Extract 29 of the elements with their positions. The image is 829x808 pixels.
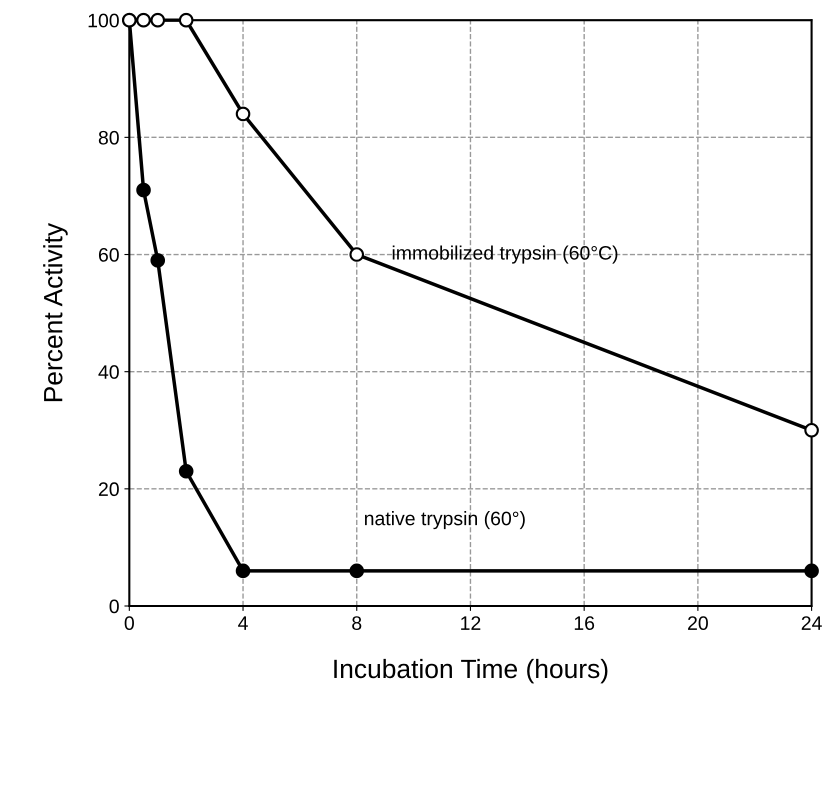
point (236, 106, 250, 122)
x-tick-label: 12 (461, 616, 480, 630)
y-tick-label: 0 (110, 599, 119, 614)
y-tick-label: 40 (98, 365, 119, 379)
y-axis-title: Percent Activity (43, 222, 68, 402)
point (136, 12, 151, 28)
point (804, 422, 819, 438)
point (349, 564, 364, 578)
point (236, 564, 250, 578)
series-label: native trypsin (60°) (364, 511, 525, 530)
point (136, 182, 151, 198)
series-label: immobilized trypsin (60°C) (392, 245, 618, 264)
point (804, 564, 819, 578)
y-tick-label: 60 (98, 248, 119, 262)
y-tick-label: 20 (98, 482, 119, 496)
point (150, 12, 166, 28)
point (178, 12, 194, 28)
x-tick-label: 16 (574, 616, 594, 630)
x-tick-label: 0 (124, 616, 134, 630)
y-tick-label: 100 (88, 14, 119, 28)
x-tick-label: 24 (802, 616, 822, 630)
x-axis-title: Incubation Time (hours) (334, 658, 608, 684)
point (178, 464, 194, 479)
point (349, 247, 364, 262)
x-tick-label: 20 (688, 616, 708, 630)
point (150, 253, 166, 268)
y-tick-label: 80 (98, 130, 119, 145)
x-tick-label: 4 (238, 616, 248, 630)
x-tick-label: 8 (352, 616, 362, 630)
